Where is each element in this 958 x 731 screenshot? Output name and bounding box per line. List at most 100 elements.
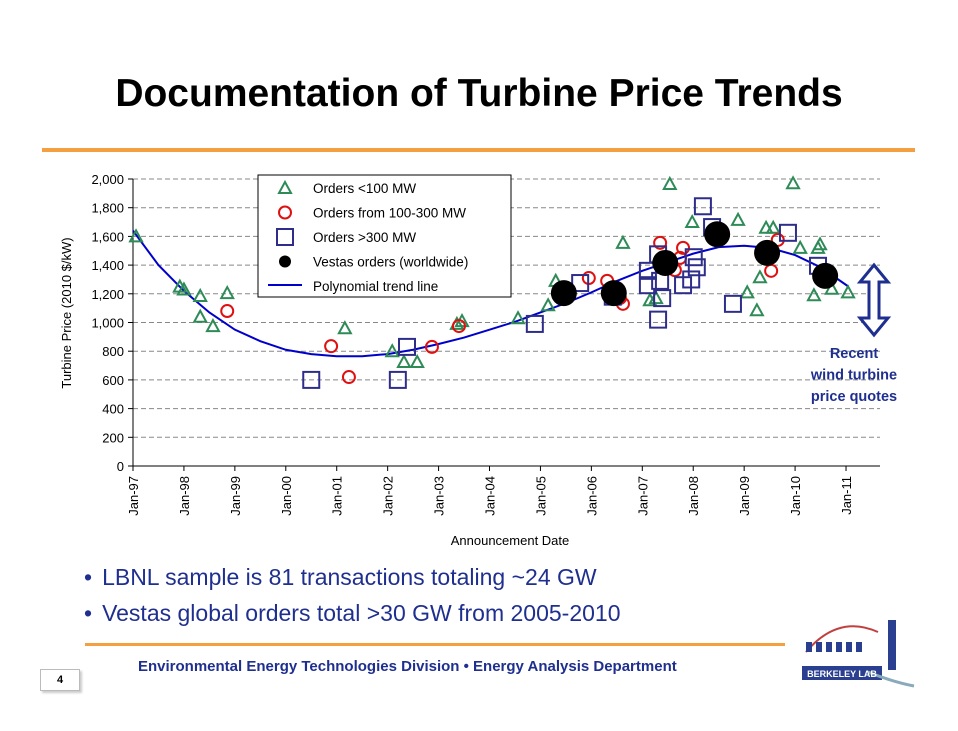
data-point-triangle: [192, 287, 208, 302]
legend-swatch-filled-circle: [279, 255, 291, 268]
bullet-1: • LBNL sample is 81 transactions totaling…: [84, 564, 597, 590]
annotation-text: Recent: [830, 346, 879, 362]
x-tick-label: Jan-09: [737, 476, 752, 516]
x-tick-label: Jan-08: [686, 476, 701, 516]
title-rule: [42, 148, 915, 152]
x-axis-label: Announcement Date: [451, 533, 570, 548]
trend-line: [132, 230, 850, 358]
data-point-triangle: [192, 308, 208, 323]
legend-label: Polynomial trend line: [313, 279, 438, 294]
y-tick-label: 1,800: [91, 201, 124, 216]
data-point-triangle: [219, 284, 235, 300]
data-point-square: [571, 274, 590, 293]
legend-swatch-square: [276, 228, 294, 246]
y-tick-label: 800: [102, 344, 124, 359]
svg-text:BERKELEY LAB: BERKELEY LAB: [807, 669, 877, 679]
data-point-square: [388, 370, 407, 389]
data-point-filled-circle: [812, 262, 839, 289]
data-point-square: [778, 223, 797, 242]
x-tick-label: Jan-10: [788, 476, 803, 516]
y-tick-label: 0: [117, 459, 124, 474]
x-tick-label: Jan-11: [839, 476, 854, 515]
bullet-text: LBNL sample is 81 transactions totaling …: [102, 564, 597, 590]
data-point-filled-circle: [652, 249, 679, 276]
x-tick-label: Jan-99: [228, 476, 243, 516]
data-point-triangle: [648, 290, 664, 305]
slide-title: Documentation of Turbine Price Trends: [115, 72, 843, 115]
data-point-triangle: [384, 343, 400, 358]
data-point-circle: [424, 339, 439, 354]
page-number: 4: [40, 669, 80, 691]
data-point-triangle: [752, 269, 768, 284]
x-tick-label: Jan-98: [177, 476, 192, 516]
data-point-circle: [220, 304, 235, 319]
data-point-triangle: [812, 236, 828, 251]
y-tick-label: 400: [102, 402, 124, 417]
data-point-triangle: [749, 302, 765, 317]
data-point-triangle: [409, 353, 425, 368]
x-tick-label: Jan-02: [381, 476, 396, 516]
data-point-square: [684, 248, 703, 267]
data-point-triangle: [739, 284, 755, 299]
x-tick-label: Jan-06: [584, 476, 599, 516]
price-chart: 0 200 400 600 800 1,000 1,200 1,400 1,600 1,800 2,…: [59, 172, 897, 548]
legend-label: Orders <100 MW: [313, 181, 416, 196]
y-tick-label: 1,200: [91, 287, 124, 302]
data-point-triangle: [765, 219, 781, 234]
x-tick-label: Jan-05: [533, 476, 548, 516]
data-point-triangle: [785, 175, 801, 190]
data-point-triangle: [840, 284, 856, 299]
data-point-triangle: [615, 234, 631, 249]
data-point-square: [687, 258, 706, 277]
division-name: Environmental Energy Technologies Divisi…: [138, 658, 460, 675]
data-point-circle: [324, 339, 339, 354]
data-point-square: [398, 337, 417, 356]
data-point-square: [653, 289, 672, 308]
data-point-square: [525, 314, 544, 333]
y-tick-label: 200: [102, 430, 124, 445]
legend-swatch-circle: [278, 205, 292, 220]
data-point-triangle: [684, 213, 700, 229]
data-point-triangle: [540, 297, 556, 312]
data-point-square: [674, 276, 693, 295]
data-point-triangle: [176, 281, 192, 296]
y-tick-label: 1,000: [91, 316, 124, 331]
y-tick-label: 2,000: [91, 172, 124, 187]
annotation-text: price quotes: [811, 389, 897, 405]
data-point-triangle: [396, 353, 412, 368]
legend-label: Vestas orders (worldwide): [313, 255, 468, 270]
bullet-text: Vestas global orders total >30 GW from 2…: [102, 600, 621, 626]
data-point-filled-circle: [704, 221, 731, 248]
legend-box: [257, 174, 512, 298]
bullet-2: • Vestas global orders total >30 GW from …: [84, 600, 621, 626]
y-tick-label: 1,600: [91, 229, 124, 244]
double-arrow-icon: [856, 262, 892, 338]
department-name: Energy Analysis Department: [473, 658, 677, 675]
berkeley-lab-logo: BERKELEY LAB: [802, 620, 915, 688]
y-tick-label: 1,400: [91, 258, 124, 273]
data-point-circle: [764, 263, 779, 278]
data-point-triangle: [662, 175, 678, 191]
data-point-triangle: [792, 239, 808, 254]
data-point-square: [649, 310, 668, 329]
data-point-circle: [341, 370, 356, 385]
footer-rule: [85, 643, 785, 646]
data-point-square: [638, 276, 657, 295]
y-tick-label: 600: [102, 373, 124, 388]
data-point-triangle: [730, 211, 746, 226]
y-axis-label: Turbine Price (2010 $/kW): [59, 237, 74, 388]
x-tick-label: Jan-01: [330, 476, 345, 516]
data-point-triangle: [510, 310, 526, 325]
legend-swatch-triangle: [277, 179, 293, 194]
data-point-filled-circle: [600, 280, 627, 307]
data-point-filled-circle: [550, 280, 577, 307]
data-point-triangle: [806, 287, 822, 302]
data-point-triangle: [128, 228, 144, 243]
legend-label: Orders >300 MW: [313, 230, 416, 245]
data-point-square: [723, 294, 742, 313]
data-point-triangle: [205, 317, 221, 333]
x-tick-label: Jan-00: [279, 476, 294, 516]
data-point-circle: [653, 235, 668, 250]
annotation-text: wind turbine: [810, 368, 897, 384]
